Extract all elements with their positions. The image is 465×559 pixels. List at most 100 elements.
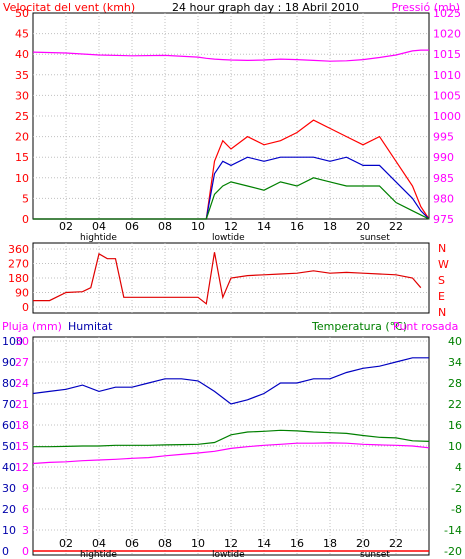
hour-tick-label-bottom: 20 <box>356 537 370 550</box>
wind-tick-label: 35 <box>15 69 29 82</box>
humidity-x-axis: 02 04 06 08 10 12 14 16 18 20 22 <box>59 537 403 550</box>
hour-tick-label-bottom: 14 <box>257 537 271 550</box>
hour-tick-label: 18 <box>323 220 337 233</box>
wind-series-lines <box>32 49 430 220</box>
rain-tick-label: 3 <box>22 524 29 537</box>
humidity-line <box>32 357 429 405</box>
pressure-tick-label: 1010 <box>433 69 461 82</box>
pressure-tick-label: 975 <box>433 213 454 226</box>
wind-tick-label: 40 <box>15 48 29 61</box>
hour-tick-label-bottom: 08 <box>158 537 172 550</box>
pressure-tick-label: 1025 <box>433 7 461 20</box>
wind-tick-label: 10 <box>15 172 29 185</box>
hour-tick-label: 16 <box>290 220 304 233</box>
pressure-tick-label: 985 <box>433 172 454 185</box>
pressure-axis-title: Pressió (mb) <box>391 1 460 14</box>
compass-label: N <box>438 306 446 319</box>
temperature-y-axis: -20 -14 -8 -2 4 10 16 22 28 34 40 <box>444 335 462 558</box>
lowtide-label: lowtide <box>212 233 245 243</box>
wind-y-axis: 0 5 10 15 20 25 30 35 40 45 50 <box>15 7 29 226</box>
hour-tick-label: 06 <box>125 220 139 233</box>
rain-tick-label: 24 <box>15 377 29 390</box>
humidity-tick-label: 0 <box>2 545 9 558</box>
rain-tick-label: 12 <box>15 461 29 474</box>
pressure-tick-label: 995 <box>433 131 454 144</box>
direction-series-lines <box>33 252 422 305</box>
wind-axis-title: Velocitat del vent (kmh) <box>3 1 135 14</box>
hightide-label: hightide <box>80 233 117 243</box>
dewpoint-axis-title: Punt rosada <box>393 320 458 333</box>
wind-tick-label: 5 <box>22 192 29 205</box>
chart-date-title: 24 hour graph day : 18 Abril 2010 <box>172 1 359 14</box>
hour-tick-label: 14 <box>257 220 271 233</box>
temperature-line <box>33 429 430 448</box>
temperature-tick-label: 4 <box>455 461 462 474</box>
wind-panel-grid <box>33 13 429 219</box>
temperature-tick-label: 16 <box>448 419 462 432</box>
temperature-tick-label: -8 <box>451 503 462 516</box>
temperature-tick-label: 34 <box>448 356 462 369</box>
wind-tick-label: 50 <box>15 7 29 20</box>
rain-tick-label: 21 <box>15 398 29 411</box>
rain-tick-label: 9 <box>22 482 29 495</box>
pressure-tick-label: 1015 <box>433 48 461 61</box>
compass-label: W <box>438 258 449 271</box>
compass-label: E <box>438 290 445 303</box>
wind-tick-label: 0 <box>22 213 29 226</box>
hour-tick-label: 08 <box>158 220 172 233</box>
temperature-tick-label: -2 <box>451 482 462 495</box>
hour-tick-label: 02 <box>59 220 73 233</box>
wind-x-axis: 02 04 06 08 10 12 14 16 18 20 22 <box>59 220 403 233</box>
humidity-tick-label: 80 <box>2 377 16 390</box>
pressure-tick-label: 1005 <box>433 89 461 102</box>
hour-tick-label: 20 <box>356 220 370 233</box>
temperature-tick-label: 10 <box>448 440 462 453</box>
temperature-axis-title: Temperatura (°C) <box>311 320 407 333</box>
rain-tick-label: 27 <box>15 356 29 369</box>
rain-tick-label: 18 <box>15 419 29 432</box>
hour-tick-label: 10 <box>191 220 205 233</box>
hour-tick-label-bottom: 22 <box>389 537 403 550</box>
humidity-tick-label: 20 <box>2 503 16 516</box>
direction-tick-label: 360 <box>8 243 29 256</box>
rain-axis-title: Pluja (mm) <box>2 320 62 333</box>
humidity-series-lines <box>32 357 430 552</box>
humidity-axis-title: Humitat <box>68 320 113 333</box>
wind-tick-label: 30 <box>15 89 29 102</box>
direction-line <box>33 252 422 305</box>
pressure-tick-label: 1000 <box>433 110 461 123</box>
hour-tick-label-bottom: 10 <box>191 537 205 550</box>
rain-tick-label: 30 <box>15 335 29 348</box>
temperature-tick-label: 28 <box>448 377 462 390</box>
rain-tick-label: 0 <box>22 545 29 558</box>
compass-label: S <box>438 274 445 287</box>
rain-tick-label: 15 <box>15 440 29 453</box>
temperature-tick-label: 22 <box>448 398 462 411</box>
direction-tick-label: 180 <box>8 272 29 285</box>
wind-tick-label: 45 <box>15 28 29 41</box>
wind-tick-label: 20 <box>15 131 29 144</box>
hour-tick-label: 04 <box>92 220 106 233</box>
temperature-tick-label: -14 <box>444 524 462 537</box>
sunset-label: sunset <box>360 233 390 243</box>
hour-tick-label-bottom: 16 <box>290 537 304 550</box>
direction-tick-label: 270 <box>8 258 29 271</box>
pressure-y-axis: 975 980 985 990 995 1000 1005 1010 1015 1020 1025 <box>433 7 461 226</box>
temperature-tick-label: -20 <box>444 545 462 558</box>
pressure-tick-label: 990 <box>433 151 454 164</box>
temperature-tick-label: 40 <box>448 335 462 348</box>
humidity-tick-label: 50 <box>2 440 16 453</box>
humidity-tick-label: 100 <box>2 335 23 348</box>
wind-tick-label: 25 <box>15 110 29 123</box>
hour-tick-label-bottom: 12 <box>224 537 238 550</box>
direction-tick-label: 90 <box>15 287 29 300</box>
pressure-line <box>32 49 429 62</box>
